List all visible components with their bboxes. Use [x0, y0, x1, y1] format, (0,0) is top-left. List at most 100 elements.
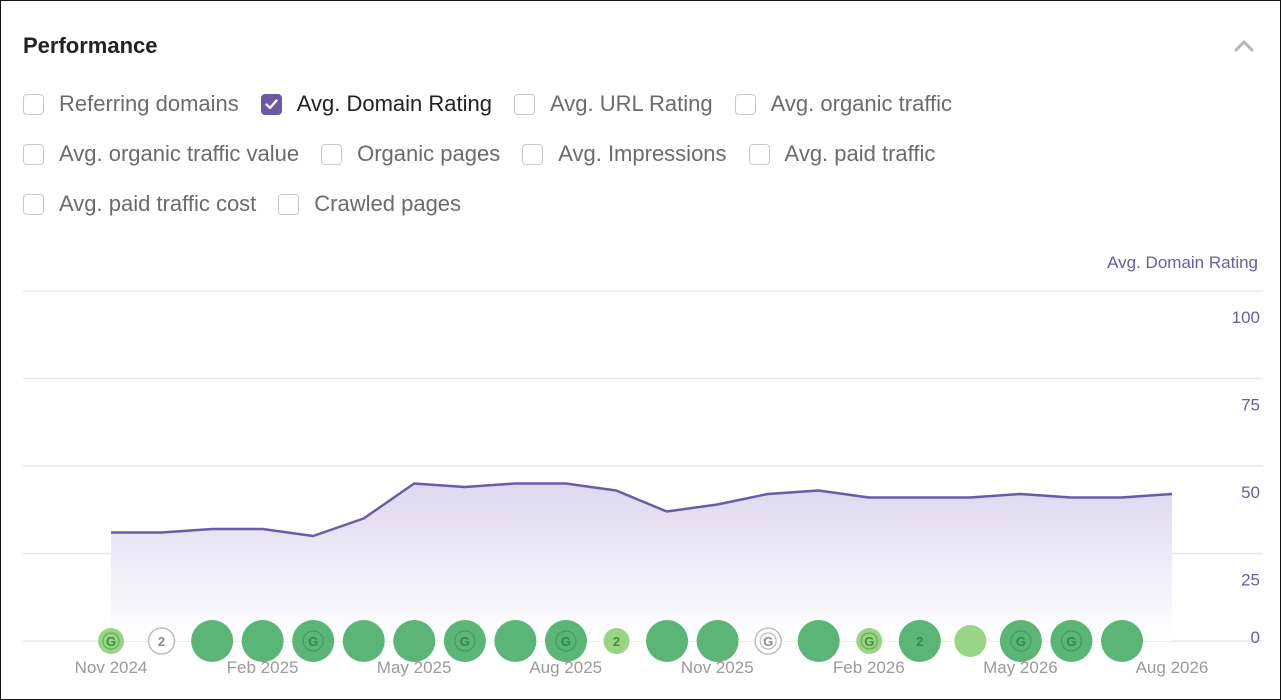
marker-ring	[860, 632, 878, 650]
marker-circle	[544, 620, 587, 662]
panel-title: Performance	[23, 33, 158, 58]
collapse-button[interactable]	[1229, 31, 1259, 61]
checkbox[interactable]	[514, 93, 535, 115]
metric-label: Organic pages	[357, 141, 501, 166]
marker-circle	[954, 625, 987, 657]
checkbox[interactable]	[23, 93, 44, 115]
marker-circle	[754, 627, 782, 655]
marker-circle	[342, 620, 385, 662]
update-marker	[646, 620, 689, 662]
google-update-marker: G	[544, 620, 587, 662]
metric-label: Avg. Impressions	[558, 141, 727, 166]
marker-label: G	[106, 634, 116, 649]
update-marker	[342, 620, 385, 662]
checkbox[interactable]	[260, 93, 282, 115]
google-update-marker: G	[443, 620, 486, 662]
marker-label: 2	[158, 634, 165, 649]
marker-ring	[1010, 630, 1032, 652]
checkbox[interactable]	[321, 143, 343, 165]
metric-label: Referring domains	[59, 91, 239, 116]
marker-circle	[999, 620, 1042, 662]
metric-avg-organic-traffic-value[interactable]: Avg. organic traffic value	[23, 141, 299, 167]
marker-circle	[1050, 620, 1093, 662]
marker-circle	[191, 620, 234, 662]
metric-avg-url-rating[interactable]: Avg. URL Rating	[514, 91, 713, 117]
checkbox[interactable]	[23, 193, 44, 215]
marker-label: G	[864, 634, 874, 649]
metric-avg-impressions[interactable]: Avg. Impressions	[522, 141, 727, 167]
checkbox[interactable]	[734, 93, 756, 115]
metric-row: Avg. paid traffic cost Crawled pages	[23, 187, 1263, 221]
metric-avg-organic-traffic[interactable]: Avg. organic traffic	[734, 91, 953, 117]
series-area	[111, 483, 1172, 641]
update-marker	[241, 620, 284, 662]
metric-referring-domains[interactable]: Referring domains	[23, 91, 239, 117]
marker-circle	[494, 620, 537, 662]
checkmark-icon	[265, 98, 278, 109]
marker-circle	[696, 620, 739, 662]
marker-circle	[898, 620, 941, 662]
metric-organic-pages[interactable]: Organic pages	[321, 141, 500, 167]
marker-circle	[98, 628, 124, 654]
y-tick-label: 100	[1232, 308, 1260, 327]
y-tick-label: 50	[1241, 483, 1260, 502]
marker-label: G	[460, 634, 470, 649]
metric-avg-paid-traffic[interactable]: Avg. paid traffic	[748, 141, 936, 167]
metric-avg-paid-traffic-cost[interactable]: Avg. paid traffic cost	[23, 191, 256, 217]
marker-ring	[454, 630, 476, 652]
marker-label: G	[308, 634, 318, 649]
google-update-marker: G	[999, 620, 1042, 662]
marker-label: G	[763, 634, 773, 649]
metric-label: Avg. URL Rating	[550, 91, 713, 116]
x-tick-label: Nov 2025	[681, 658, 754, 677]
metric-avg-domain-rating[interactable]: Avg. Domain Rating	[260, 91, 492, 117]
marker-circle	[443, 620, 486, 662]
marker-label: G	[561, 634, 571, 649]
google-update-marker: G	[292, 620, 335, 662]
update-marker	[393, 620, 436, 662]
marker-circle	[797, 620, 840, 662]
checkbox[interactable]	[748, 143, 770, 165]
update-count-marker: 2	[898, 620, 941, 662]
checkbox[interactable]	[23, 143, 44, 165]
update-marker	[191, 620, 234, 662]
marker-circle	[292, 620, 335, 662]
marker-circle	[241, 620, 284, 662]
x-tick-label: Feb 2025	[227, 658, 299, 677]
update-marker	[494, 620, 537, 662]
marker-ring	[302, 630, 324, 652]
metric-label: Avg. Domain Rating	[296, 91, 492, 116]
x-tick-label: May 2025	[377, 658, 452, 677]
marker-ring	[1060, 630, 1083, 652]
metric-label: Avg. paid traffic cost	[59, 191, 257, 216]
metric-label: Avg. organic traffic	[770, 91, 953, 116]
google-update-marker: G	[754, 627, 782, 655]
metric-label: Avg. organic traffic value	[59, 141, 300, 166]
y-tick-label: 75	[1241, 396, 1260, 415]
metric-row: Avg. organic traffic value Organic pages…	[23, 137, 1263, 171]
x-tick-label: Aug 2025	[529, 658, 602, 677]
metric-row: Referring domains Avg. Domain Rating Avg…	[23, 87, 1263, 121]
update-marker	[696, 620, 739, 662]
marker-label: G	[1066, 634, 1076, 649]
marker-label: 2	[916, 634, 923, 649]
marker-circle	[393, 620, 436, 662]
checkbox[interactable]	[278, 193, 300, 215]
x-tick-label: Aug 2026	[1136, 658, 1209, 677]
update-marker	[954, 625, 987, 657]
marker-ring	[555, 630, 577, 652]
google-update-marker: G	[1050, 620, 1093, 662]
checkbox[interactable]	[522, 143, 544, 165]
chevron-up-icon	[1234, 40, 1254, 52]
metric-label: Avg. paid traffic	[784, 141, 936, 166]
marker-label: 2	[613, 634, 620, 649]
x-tick-label: May 2026	[983, 658, 1058, 677]
marker-circle	[603, 628, 630, 654]
update-marker	[797, 620, 840, 662]
google-update-marker: G	[856, 628, 883, 654]
metric-crawled-pages[interactable]: Crawled pages	[278, 191, 461, 217]
performance-chart: 100 75 50 25 0 Nov 2024 Feb 2025 May 2025 Aug 20…	[23, 290, 1263, 677]
marker-ring	[102, 632, 120, 650]
metric-label: Crawled pages	[314, 191, 462, 216]
